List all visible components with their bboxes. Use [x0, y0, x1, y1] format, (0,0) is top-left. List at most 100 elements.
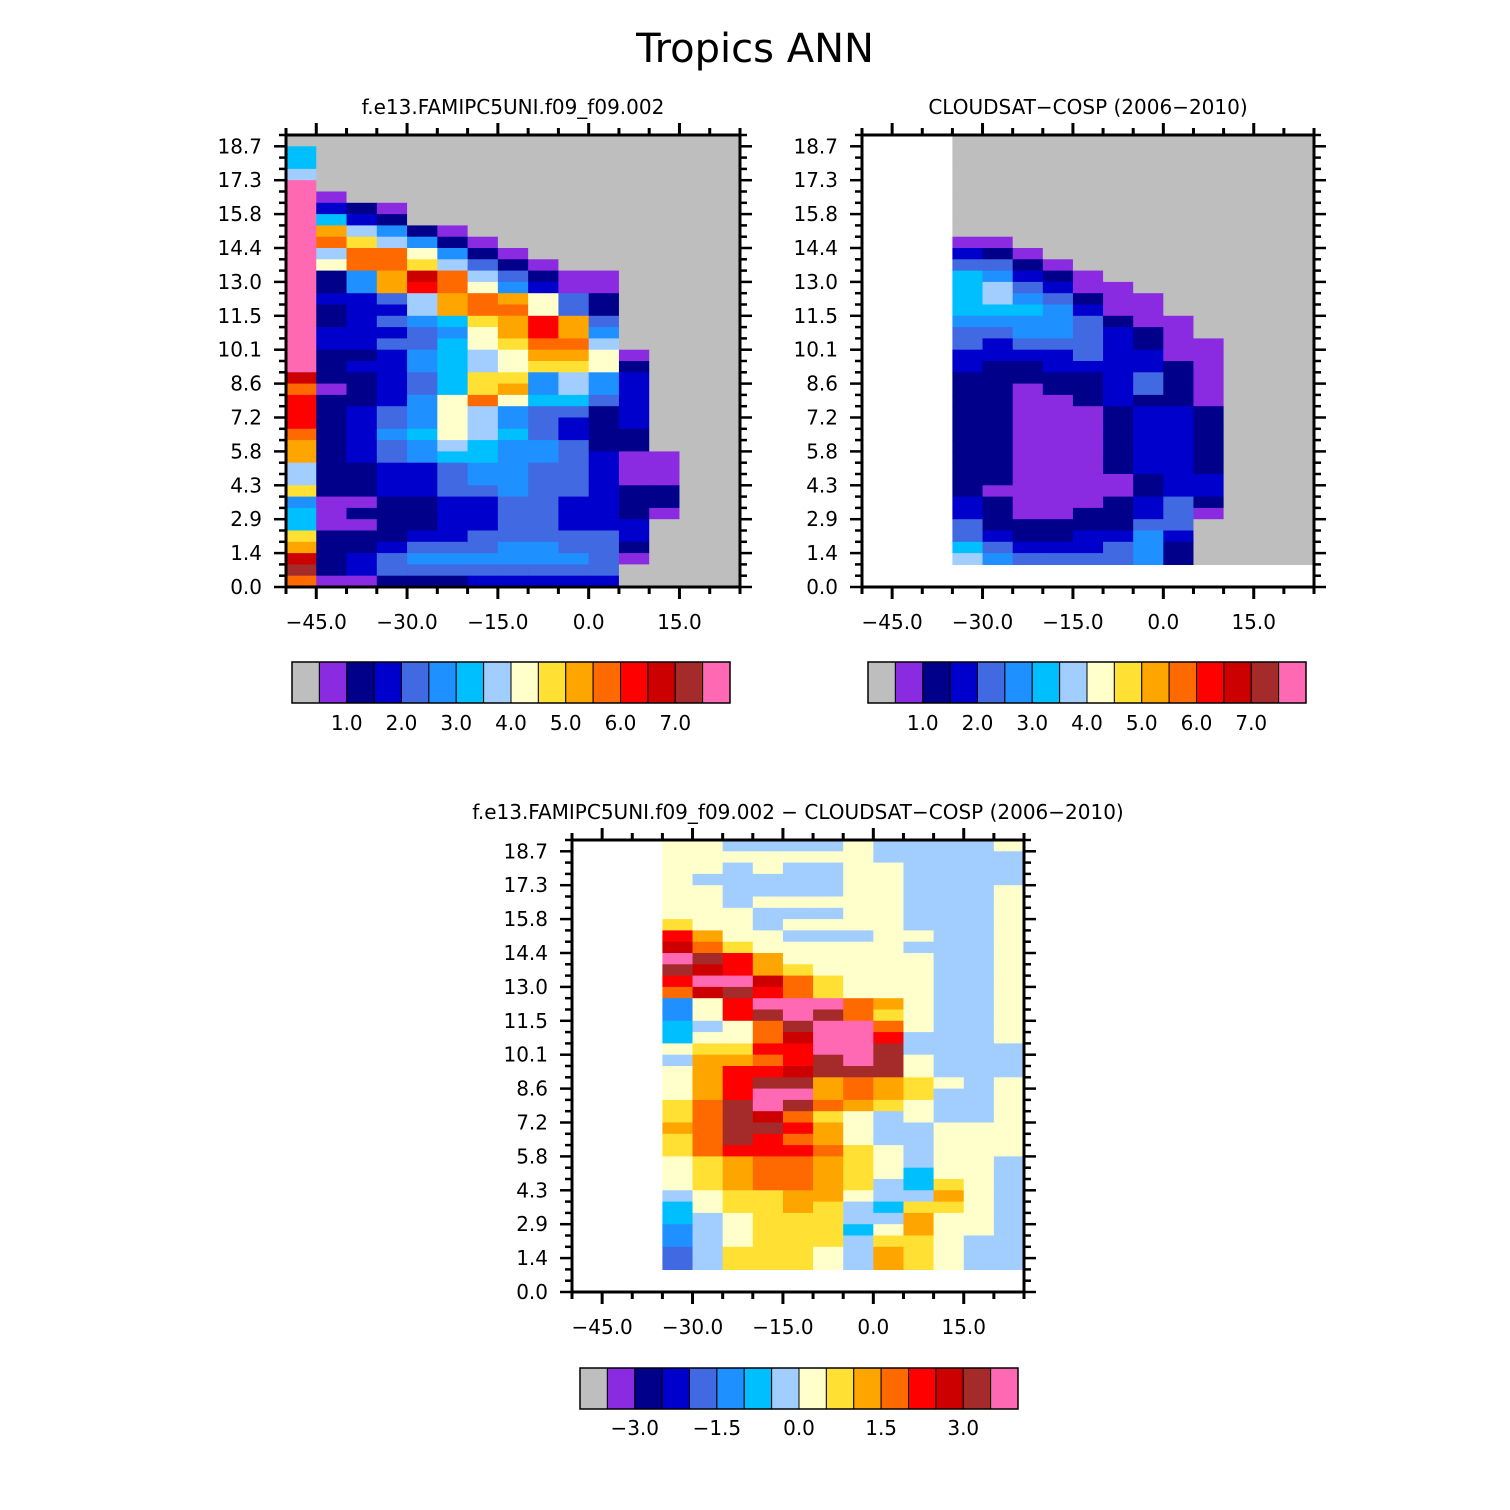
heatmap-cell [649, 191, 681, 204]
heatmap-cell [903, 1032, 935, 1044]
heatmap-cell [952, 361, 984, 373]
heatmap-cell [1133, 180, 1164, 193]
heatmap-cell [692, 1099, 724, 1112]
heatmap-cell [662, 1179, 694, 1191]
heatmap-cell [1253, 474, 1285, 486]
x-tick-label: −15.0 [467, 610, 528, 634]
colorbar-box [1113, 661, 1143, 704]
heatmap-cell [993, 1179, 1025, 1191]
heatmap-cell [316, 428, 348, 441]
heatmap-cell [1283, 440, 1315, 452]
heatmap-cell [1193, 180, 1225, 193]
heatmap-cell [1012, 519, 1044, 532]
heatmap-cell [933, 1009, 965, 1022]
heatmap-cell [588, 293, 620, 306]
heatmap-cell [649, 349, 681, 362]
heatmap-cell [722, 907, 754, 920]
heatmap-cell [346, 383, 378, 396]
heatmap-cell [933, 1201, 965, 1214]
heatmap-cell [588, 214, 620, 226]
heatmap-cell [437, 428, 469, 441]
heatmap-cell [558, 157, 590, 170]
heatmap-cell [437, 236, 469, 249]
heatmap-cell [903, 1246, 935, 1259]
heatmap-cell [649, 507, 681, 520]
heatmap-cell [993, 885, 1025, 898]
heatmap-cell [813, 873, 844, 886]
heatmap-cell [1012, 168, 1044, 181]
heatmap-cell [813, 1111, 844, 1124]
heatmap-cell [1283, 507, 1315, 520]
heatmap-cell [752, 1201, 784, 1214]
colorbar-label: 2.0 [962, 711, 994, 735]
heatmap-cell [873, 851, 905, 864]
heatmap-cell [782, 975, 814, 988]
heatmap-cell [376, 293, 408, 306]
heatmap-cell [709, 507, 741, 520]
heatmap-cell [649, 462, 681, 475]
heatmap-cell [1253, 428, 1285, 441]
heatmap-cell [1223, 372, 1255, 385]
colorbar-box [702, 661, 731, 704]
colorbar-box [949, 661, 978, 704]
heatmap-cell [843, 930, 874, 943]
heatmap-cell [843, 1212, 874, 1225]
heatmap-cell [993, 1032, 1025, 1044]
heatmap-cell [692, 1133, 724, 1146]
heatmap-cell [843, 941, 874, 954]
heatmap-cell [649, 327, 681, 339]
heatmap-cell [963, 930, 995, 943]
heatmap-cell [1042, 259, 1074, 272]
heatmap-cell [1223, 248, 1255, 260]
heatmap-cell [1042, 553, 1074, 565]
heatmap-cell [497, 575, 529, 588]
heatmap-cell [407, 575, 438, 588]
heatmap-cell [1133, 440, 1164, 452]
heatmap-cell [497, 315, 529, 328]
heatmap-cell [618, 281, 650, 294]
heatmap-cell [497, 361, 529, 373]
colorbar-box [1278, 661, 1307, 704]
heatmap-cell [618, 564, 650, 577]
heatmap-cell [709, 530, 741, 543]
heatmap-cell [982, 428, 1014, 441]
heatmap-cell [722, 1235, 754, 1248]
heatmap-cell [376, 507, 408, 520]
heatmap-cell [467, 202, 499, 215]
heatmap-cell [618, 248, 650, 260]
heatmap-cell [497, 191, 529, 204]
heatmap-cell [316, 270, 348, 283]
heatmap-cell [467, 281, 499, 294]
heatmap-cell [709, 281, 741, 294]
heatmap-cell [649, 383, 681, 396]
heatmap-cell [873, 1043, 905, 1056]
heatmap-cell [752, 1122, 784, 1135]
heatmap-cell [1193, 191, 1225, 204]
x-tick-label: −45.0 [571, 1315, 632, 1339]
heatmap-cell [982, 270, 1014, 283]
heatmap-cell [752, 1167, 784, 1180]
heatmap-cell [1223, 225, 1255, 238]
heatmap-cell [528, 553, 559, 565]
heatmap-cell [692, 1054, 724, 1067]
heatmap-cell [1072, 530, 1104, 543]
heatmap-cell [843, 1099, 874, 1112]
heatmap-cell [376, 259, 408, 272]
heatmap-cell [1103, 361, 1134, 373]
heatmap-cell [709, 315, 741, 328]
heatmap-cell [1223, 541, 1255, 554]
heatmap-cell [1253, 541, 1285, 554]
heatmap-cell [316, 417, 348, 430]
heatmap-cell [1163, 383, 1195, 396]
heatmap-cell [346, 281, 378, 294]
heatmap-cell [933, 1054, 965, 1067]
colorbar-label: 2.0 [386, 711, 418, 735]
heatmap-cell [963, 1201, 995, 1214]
heatmap-cell [588, 259, 620, 272]
heatmap-cell [437, 507, 469, 520]
heatmap-cell [618, 315, 650, 328]
heatmap-cell [316, 304, 348, 317]
heatmap-cell [709, 168, 741, 181]
heatmap-cell [1283, 248, 1315, 260]
heatmap-cell [1253, 315, 1285, 328]
